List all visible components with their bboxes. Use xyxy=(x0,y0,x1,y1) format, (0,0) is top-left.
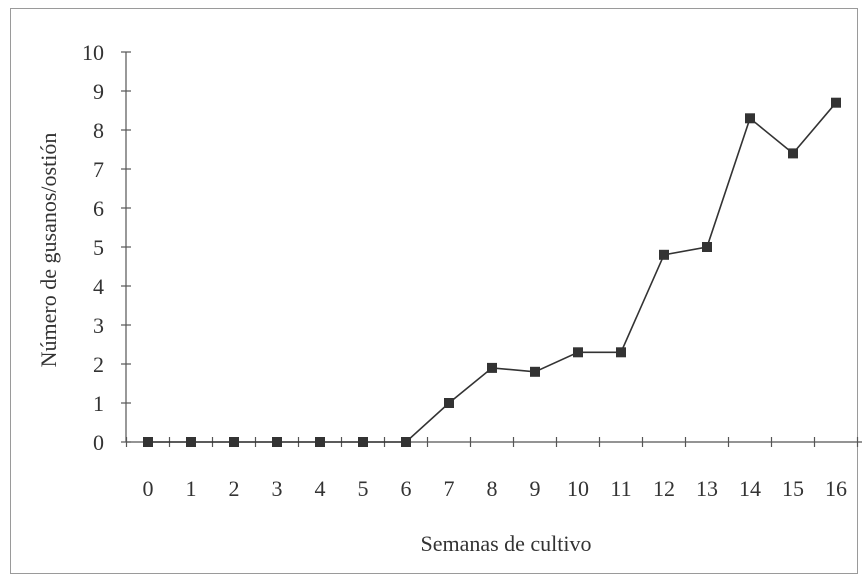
data-point-marker xyxy=(702,242,712,252)
x-tick-label: 4 xyxy=(315,476,326,501)
data-point-marker xyxy=(530,366,540,377)
x-tick-label: 6 xyxy=(401,476,412,501)
x-tick-label: 16 xyxy=(825,476,847,501)
y-tick-label: 3 xyxy=(93,313,104,338)
data-point-marker xyxy=(487,362,497,373)
series-markers xyxy=(143,97,841,447)
x-tick-label: 11 xyxy=(610,476,631,501)
x-tick-label: 15 xyxy=(782,476,804,501)
x-axis-title: Semanas de cultivo xyxy=(420,531,591,556)
y-tick-label: 7 xyxy=(93,157,104,182)
data-point-marker xyxy=(401,437,411,447)
data-point-marker xyxy=(444,398,454,408)
data-point-marker xyxy=(659,249,669,260)
x-tick-label: 13 xyxy=(696,476,718,501)
y-tick-label: 2 xyxy=(93,352,104,377)
x-tick-label: 3 xyxy=(272,476,283,501)
data-point-marker xyxy=(788,148,798,159)
data-point-marker xyxy=(573,347,583,358)
y-tick-label: 6 xyxy=(93,196,104,221)
chart-frame xyxy=(10,8,858,574)
y-ticks: 0 1 2 3 4 5 6 7 8 9 10 xyxy=(82,40,131,455)
x-tick-label: 9 xyxy=(530,476,541,501)
x-tick-label: 14 xyxy=(739,476,761,501)
y-tick-label: 10 xyxy=(82,40,104,65)
data-point-marker xyxy=(358,437,368,447)
data-point-marker xyxy=(272,437,282,447)
x-tick-label: 10 xyxy=(567,476,589,501)
data-point-marker xyxy=(616,347,626,358)
data-point-marker xyxy=(831,97,841,108)
data-point-marker xyxy=(143,437,153,447)
x-tick-label: 5 xyxy=(358,476,369,501)
x-tick-label: 7 xyxy=(444,476,455,501)
data-point-marker xyxy=(315,437,325,447)
y-tick-label: 1 xyxy=(93,391,104,416)
data-point-marker xyxy=(745,113,755,124)
x-tick-label: 0 xyxy=(143,476,154,501)
y-axis-title: Número de gusanos/ostión xyxy=(36,133,61,368)
y-tick-label: 4 xyxy=(93,274,104,299)
y-tick-label: 8 xyxy=(93,118,104,143)
x-tick-label: 8 xyxy=(487,476,498,501)
x-tick-label: 12 xyxy=(653,476,675,501)
data-point-marker xyxy=(186,437,196,447)
series-line xyxy=(148,102,837,443)
data-point-marker xyxy=(229,437,239,447)
axes xyxy=(125,52,862,443)
y-tick-label: 0 xyxy=(93,430,104,455)
y-tick-label: 9 xyxy=(93,79,104,104)
y-tick-label: 5 xyxy=(93,235,104,260)
x-tick-label: 1 xyxy=(186,476,197,501)
x-tick-label: 2 xyxy=(229,476,240,501)
